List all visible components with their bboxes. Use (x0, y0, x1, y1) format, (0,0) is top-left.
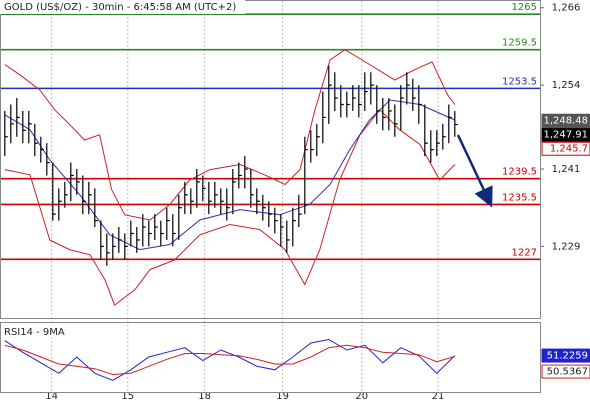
level-label: 1227 (512, 247, 537, 258)
price-label: 1,245.7 (550, 144, 588, 155)
y-tick-label: 1,254 (552, 80, 581, 91)
level-label: 1253.5 (502, 76, 537, 87)
rsi-value-label: 51.2259 (547, 351, 588, 362)
x-tick-label: 18 (198, 391, 211, 400)
rsi-line (4, 338, 456, 381)
y-tick-label: 1,266 (552, 3, 581, 14)
rsi-title: RSI14 - 9MA (4, 327, 65, 338)
x-tick-label: 21 (432, 391, 445, 400)
x-tick-label: 15 (121, 391, 134, 400)
rsi-title-bg (1, 325, 71, 338)
x-tick-label: 20 (355, 391, 368, 400)
rsi-value-label: 50.5367 (547, 367, 588, 378)
price-label: 1,247.91 (543, 130, 588, 141)
indicator-line (4, 49, 456, 221)
x-tick-label: 19 (276, 391, 289, 400)
price-label-box (541, 127, 590, 142)
main-frame (0, 0, 541, 319)
rsi-line (4, 344, 455, 376)
indicator-line (4, 108, 456, 306)
y-tick-label: 1,229 (552, 241, 581, 252)
rsi-frame (0, 322, 541, 393)
level-label: 1259.5 (502, 38, 537, 49)
chart-title: GOLD (US$/OZ) - 30min - 6:45:58 AM (UTC+… (4, 2, 236, 13)
price-label-box (541, 141, 590, 156)
title-bg (0, 0, 245, 14)
forecast-arrow (456, 134, 493, 208)
y-tick-label: 1,241 (552, 164, 581, 175)
price-label: 1,248.48 (543, 116, 588, 127)
rsi-value-box (541, 348, 590, 363)
level-label: 1265 (512, 2, 537, 13)
price-label-box (541, 113, 590, 128)
x-tick-label: 14 (45, 391, 58, 400)
rsi-value-box (541, 364, 590, 379)
level-label: 1235.5 (502, 192, 537, 203)
level-label: 1239.5 (502, 167, 537, 178)
